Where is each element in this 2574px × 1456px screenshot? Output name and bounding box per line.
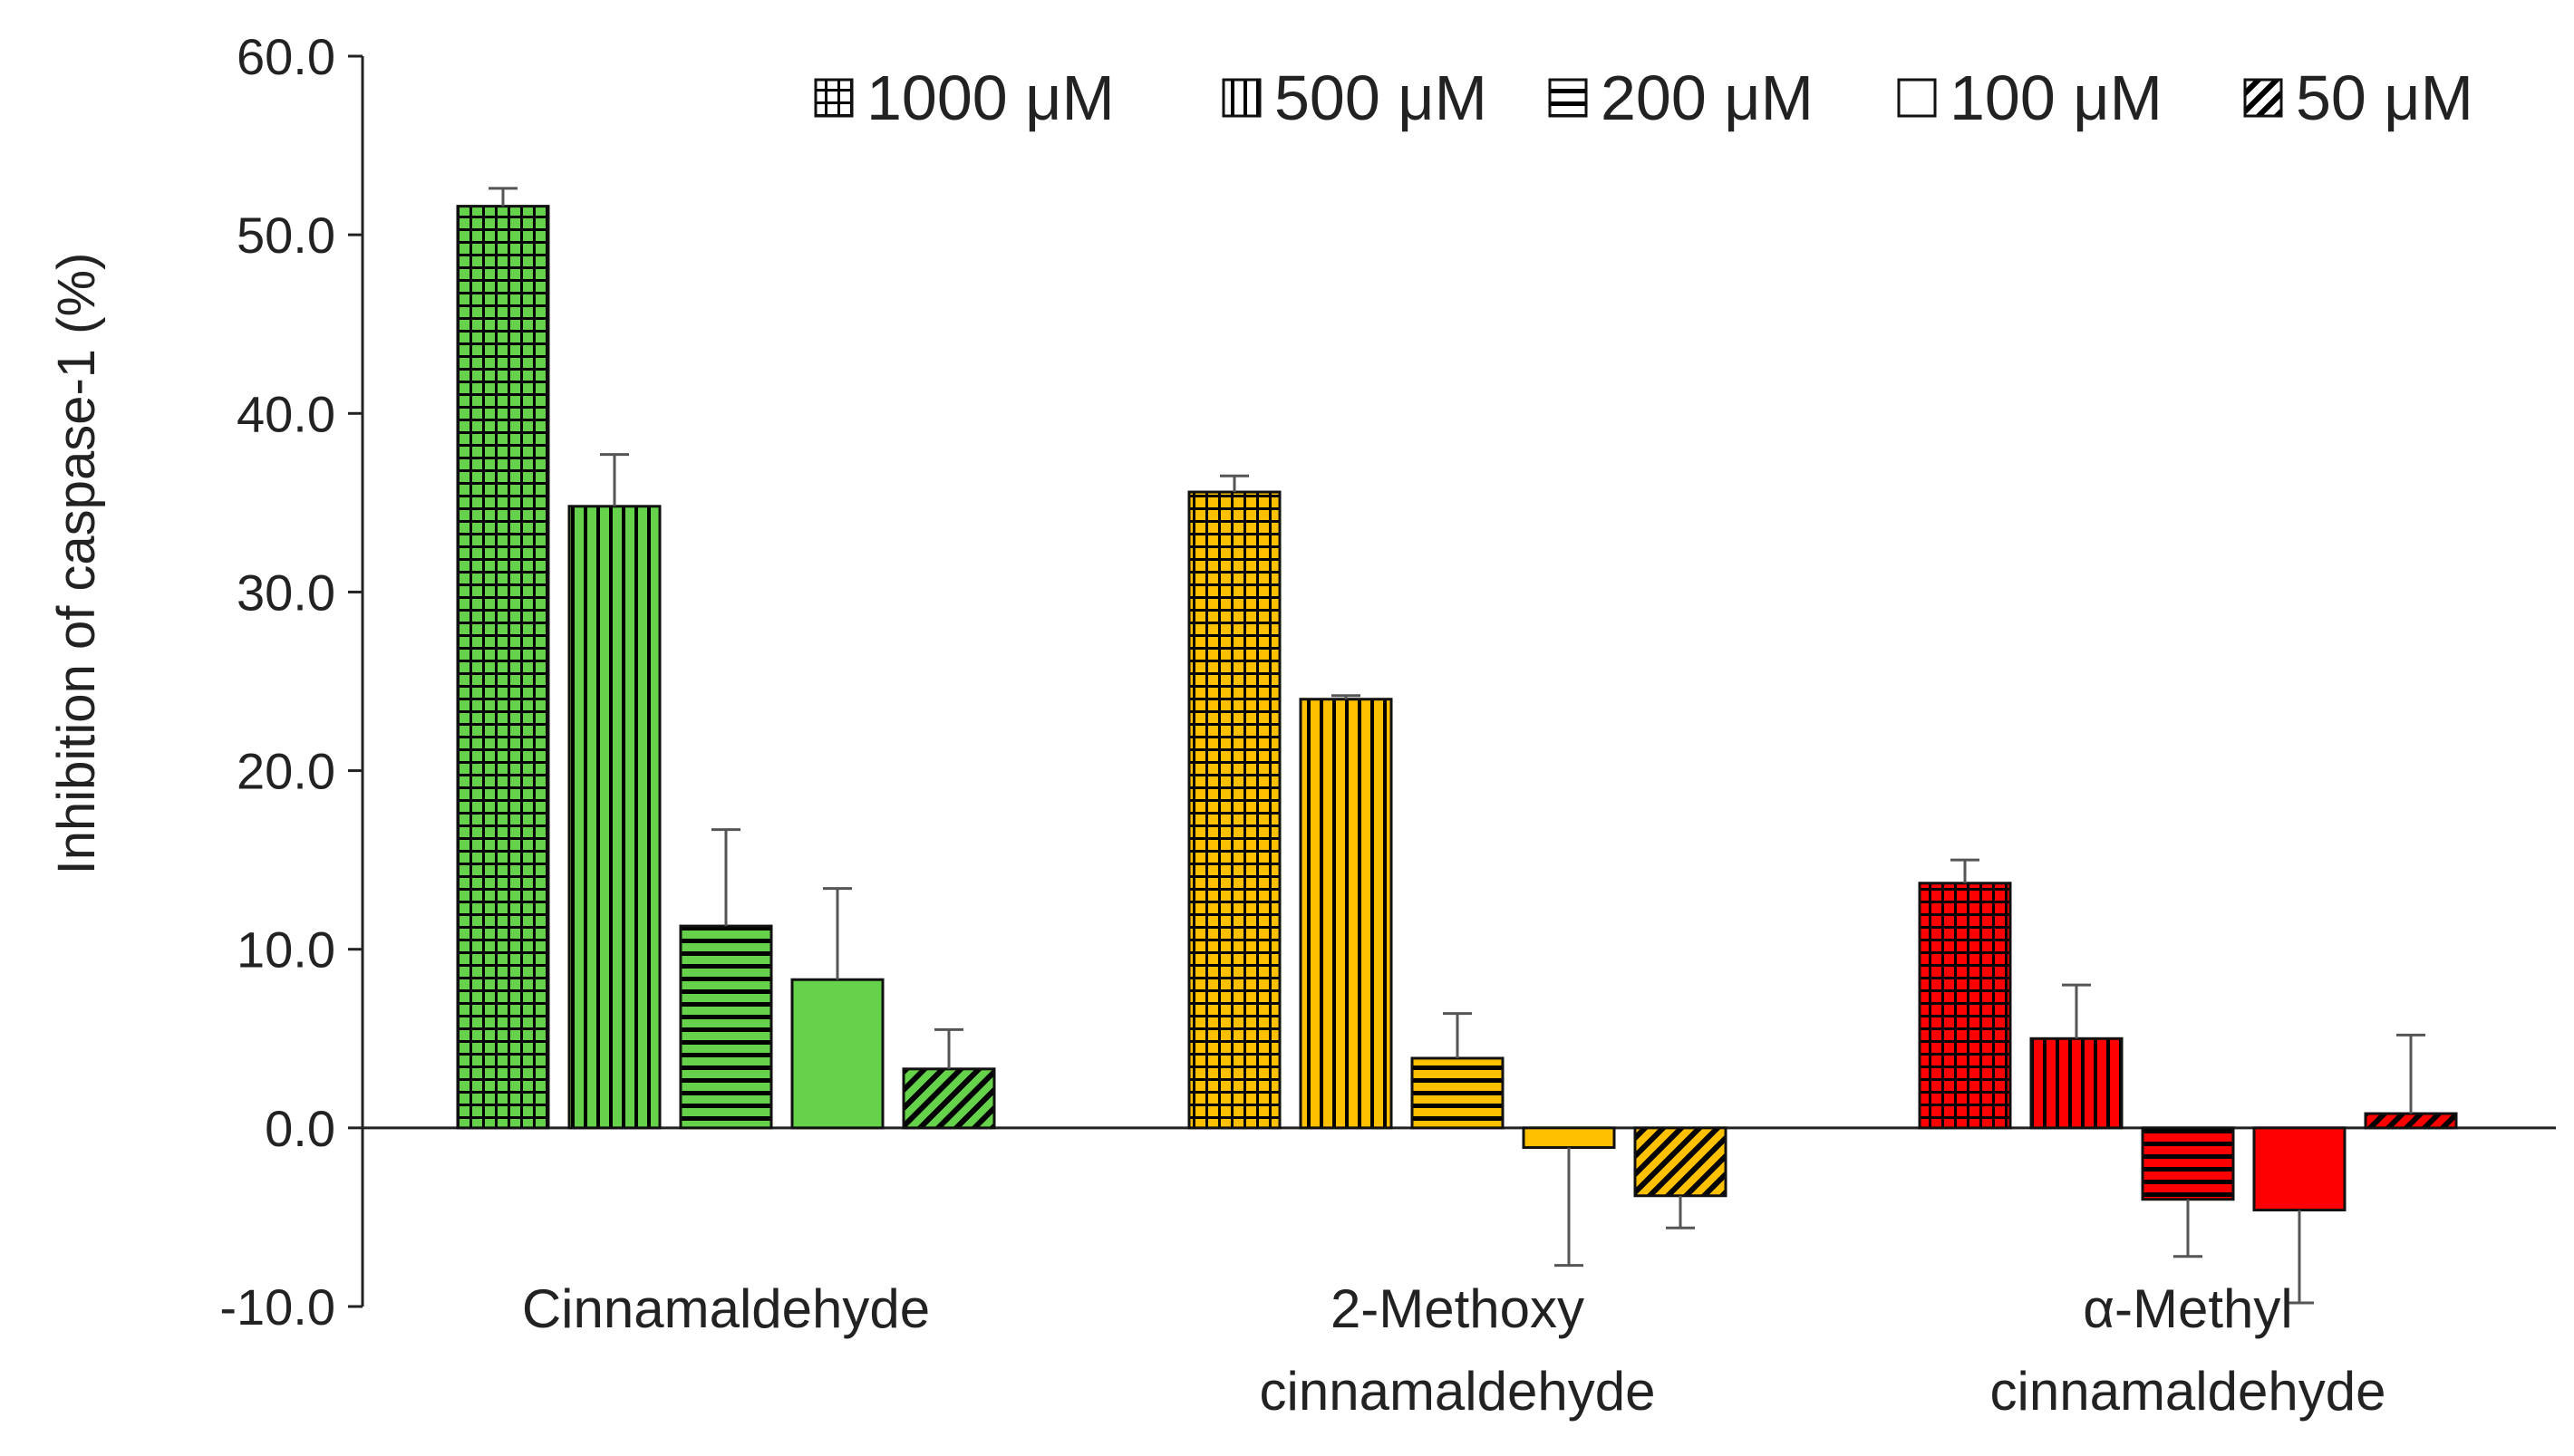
legend-label: 50 μM	[2296, 63, 2473, 133]
x-category-label: Cinnamaldehyde	[522, 1278, 930, 1339]
x-category-label: cinnamaldehyde	[1990, 1361, 2386, 1422]
bar	[2029, 1037, 2124, 1130]
legend-swatch	[2243, 78, 2283, 118]
y-tick-label: 50.0	[237, 207, 335, 264]
y-tick-label: 30.0	[237, 564, 335, 621]
y-tick-label: 40.0	[237, 385, 335, 442]
bar	[1410, 1056, 1505, 1130]
legend-label: 500 μM	[1274, 63, 1487, 133]
legend-label: 1000 μM	[866, 63, 1115, 133]
bar	[1299, 698, 1393, 1130]
bar	[1918, 882, 2012, 1130]
bar	[567, 505, 662, 1130]
legend-swatch	[1897, 78, 1937, 118]
x-category-label: α-Methyl	[2083, 1278, 2292, 1339]
bar	[679, 924, 773, 1130]
x-category-label: cinnamaldehyde	[1260, 1361, 1656, 1422]
bar	[790, 978, 885, 1130]
y-tick-label: 20.0	[237, 743, 335, 800]
bar	[456, 205, 550, 1130]
bar	[1187, 490, 1282, 1130]
y-axis-title: Inhibition of caspase-1 (%)	[47, 253, 106, 875]
bar	[2364, 1112, 2458, 1130]
bar	[1522, 1126, 1616, 1150]
bar	[2252, 1126, 2347, 1212]
bar	[902, 1067, 996, 1130]
legend-label: 100 μM	[1950, 63, 2163, 133]
x-category-label: 2-Methoxy	[1331, 1278, 1584, 1339]
legend-label: 200 μM	[1601, 63, 1814, 133]
legend-swatch	[1222, 78, 1262, 118]
legend-swatch	[1548, 78, 1588, 118]
y-tick-label: 0.0	[265, 1100, 335, 1157]
y-tick-label: 60.0	[237, 28, 335, 85]
y-tick-label: -10.0	[219, 1278, 335, 1335]
bar	[1633, 1126, 1727, 1198]
y-tick-label: 10.0	[237, 921, 335, 979]
bar	[2141, 1126, 2235, 1201]
legend-swatch	[814, 78, 854, 118]
